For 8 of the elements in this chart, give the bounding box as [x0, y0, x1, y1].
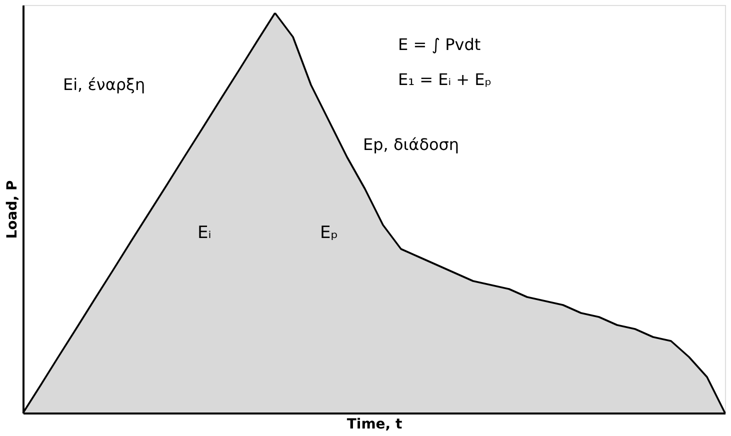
y-axis-title: Load, P: [4, 180, 20, 239]
annotation: Ei, έναρξη: [63, 75, 146, 94]
series-label: Eᵢ: [198, 223, 212, 243]
annotation: E = ∫ Pvdt: [398, 35, 481, 54]
annotation: E₁ = Eᵢ + Eₚ: [398, 70, 492, 89]
series-label: Eₚ: [320, 223, 338, 243]
annotation: Ep, διάδοση: [363, 135, 460, 154]
x-axis-title: Time, t: [346, 416, 402, 432]
